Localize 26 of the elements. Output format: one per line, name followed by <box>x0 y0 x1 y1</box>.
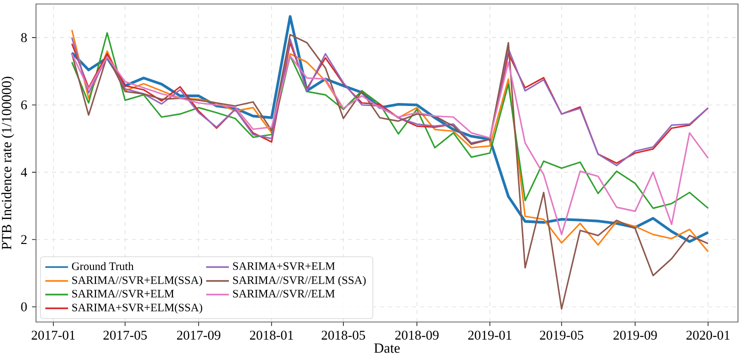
x-tick-label: 2017-09 <box>177 330 220 340</box>
legend-label: SARIMA//SVR//ELM (SSA) <box>233 276 366 286</box>
y-tick-label: 4 <box>20 168 28 177</box>
x-tick-label: 2018-05 <box>322 330 366 340</box>
legend-label: SARIMA+SVR+ELM(SSA) <box>72 303 202 314</box>
y-tick-label: 6 <box>21 100 27 110</box>
y-tick-label: 2 <box>21 235 27 244</box>
x-tick-label: 2020-01 <box>686 330 730 340</box>
x-tick-label: 2019-05 <box>540 330 584 340</box>
x-tick-label: 2018-01 <box>250 330 294 340</box>
x-tick-label: 2019-01 <box>468 330 512 340</box>
legend-label: SARIMA//SVR+ELM(SSA) <box>72 276 202 286</box>
legend-label: SARIMA//SVR+ELM <box>72 290 174 298</box>
x-axis-title: Date <box>374 344 400 353</box>
x-tick-label: 2019-09 <box>614 330 657 340</box>
x-tick-label: 2018-09 <box>395 330 439 340</box>
y-axis-title: PTB Incidence rate (1/100000) <box>1 76 14 250</box>
legend-label: Ground Truth <box>72 262 134 270</box>
legend-label: SARIMA+SVR+ELM <box>233 262 335 270</box>
legend-label: SARIMA//SVR//ELM <box>233 290 335 298</box>
x-tick-label: 2017-05 <box>103 330 147 340</box>
x-tick-label: 2017-01 <box>32 330 75 340</box>
line-series <box>71 32 709 209</box>
line-series <box>71 53 709 236</box>
y-tick-label: 0 <box>21 302 27 312</box>
y-tick-label: 8 <box>21 33 27 42</box>
